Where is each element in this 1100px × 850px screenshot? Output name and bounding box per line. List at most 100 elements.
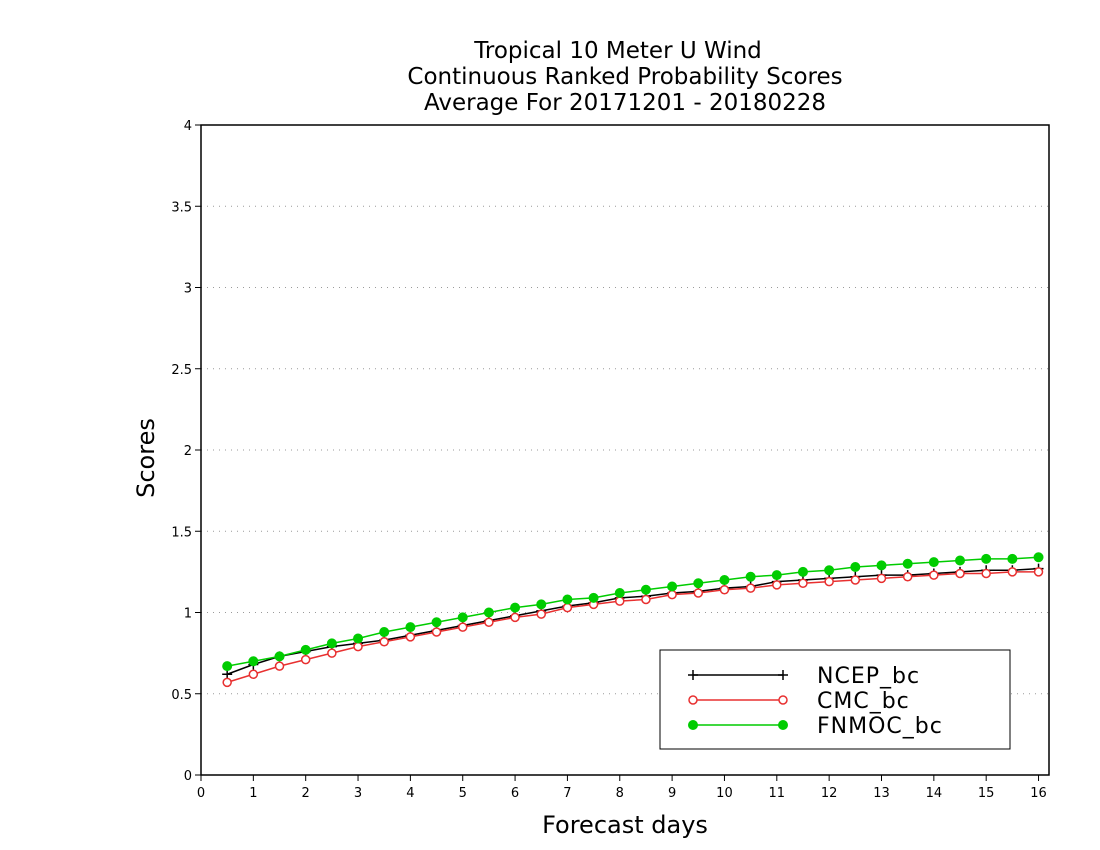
data-point-CMC_bc (667, 589, 677, 600)
data-point-CMC_bc (562, 602, 573, 613)
data-point-CMC_bc (536, 609, 546, 619)
x-tick-label: 5 (459, 786, 467, 801)
data-point-FNMOC_bc (797, 566, 808, 577)
plot-frame (200, 124, 1050, 776)
legend-label: FNMOC_bc (817, 714, 943, 739)
y-tick-label: 3.5 (171, 200, 192, 215)
y-tick-label: 1.5 (171, 525, 192, 540)
data-point-FNMOC_bc (536, 599, 547, 610)
legend-marker (688, 695, 698, 705)
x-tick-label: 9 (668, 786, 676, 801)
legend-entry-NCEP_bc: NCEP_bc (688, 664, 920, 689)
legend-entry-CMC_bc: CMC_bc (688, 689, 910, 714)
gridlines (201, 205, 1049, 695)
data-point-FNMOC_bc (274, 651, 285, 662)
data-point-FNMOC_bc (981, 553, 992, 564)
legend-label: CMC_bc (817, 689, 910, 714)
x-tick-label: 15 (978, 786, 995, 801)
legend-marker (688, 670, 698, 680)
data-point-FNMOC_bc (483, 607, 494, 618)
data-point-CMC_bc (379, 637, 389, 647)
data-point-CMC_bc (1007, 567, 1018, 577)
data-point-FNMOC_bc (431, 617, 442, 628)
data-point-FNMOC_bc (955, 555, 966, 566)
data-point-CMC_bc (615, 596, 625, 606)
data-point-FNMOC_bc (876, 560, 887, 571)
data-point-CMC_bc (902, 572, 913, 582)
legend-label: NCEP_bc (817, 664, 920, 689)
data-point-FNMOC_bc (667, 581, 678, 592)
y-tick-label: 0 (184, 769, 192, 784)
y-axis-label: Scores (132, 418, 160, 498)
data-point-FNMOC_bc (457, 612, 468, 623)
data-point-FNMOC_bc (824, 565, 835, 576)
data-point-CMC_bc (824, 576, 834, 587)
legend-marker (778, 695, 788, 705)
data-point-FNMOC_bc (640, 584, 651, 595)
data-point-CMC_bc (484, 617, 494, 627)
chart-title-line-3: Average For 20171201 - 20180228 (424, 90, 826, 116)
x-tick-label: 2 (302, 786, 310, 801)
data-point-CMC_bc (850, 575, 861, 585)
x-tick-label: 10 (716, 786, 733, 801)
data-point-FNMOC_bc (1033, 552, 1044, 563)
data-point-CMC_bc (876, 573, 887, 584)
y-tick-label: 0.5 (171, 688, 192, 703)
chart-title: Tropical 10 Meter U Wind Continuous Rank… (407, 38, 842, 116)
data-point-CMC_bc (222, 677, 232, 688)
data-point-CMC_bc (431, 627, 442, 637)
data-point-CMC_bc (719, 585, 730, 595)
data-point-CMC_bc (641, 594, 651, 605)
legend-entry-FNMOC_bc: FNMOC_bc (688, 714, 943, 739)
data-point-FNMOC_bc (379, 627, 390, 637)
data-point-CMC_bc (248, 669, 259, 679)
data-point-CMC_bc (693, 588, 704, 598)
data-point-CMC_bc (405, 632, 416, 642)
y-tick-label: 2 (184, 444, 192, 459)
legend-marker (778, 670, 788, 680)
x-tick-label: 7 (563, 786, 571, 801)
data-point-FNMOC_bc (300, 644, 311, 655)
data-point-CMC_bc (929, 570, 939, 580)
data-point-CMC_bc (457, 622, 468, 632)
x-tick-label: 1 (249, 786, 257, 801)
data-point-CMC_bc (1033, 567, 1044, 577)
series-layer (222, 552, 1044, 688)
axes: 00.511.522.533.540 1 2 3 4 5 6 7 8 9 10 11 12 13 14 15 1… (171, 119, 1050, 801)
x-tick-label: 13 (873, 786, 890, 801)
data-point-CMC_bc (300, 654, 311, 665)
data-point-FNMOC_bc (588, 592, 599, 603)
data-point-CMC_bc (353, 641, 363, 652)
data-point-FNMOC_bc (353, 633, 364, 644)
y-tick-label: 4 (184, 119, 192, 134)
x-tick-label: 6 (511, 786, 519, 801)
data-point-FNMOC_bc (928, 557, 939, 568)
data-point-FNMOC_bc (771, 570, 782, 581)
data-point-FNMOC_bc (693, 578, 704, 589)
data-point-CMC_bc (274, 661, 285, 671)
data-point-CMC_bc (772, 580, 782, 590)
y-tick-label: 3 (184, 282, 192, 297)
x-tick-label: 4 (406, 786, 414, 801)
data-point-FNMOC_bc (510, 602, 521, 613)
x-tick-label: 3 (354, 786, 362, 801)
chart-title-line-2: Continuous Ranked Probability Scores (407, 64, 842, 90)
data-point-FNMOC_bc (614, 588, 625, 598)
x-tick-label: 12 (821, 786, 838, 801)
data-point-FNMOC_bc (850, 562, 861, 572)
chart-title-line-1: Tropical 10 Meter U Wind (473, 38, 762, 64)
data-point-FNMOC_bc (902, 558, 913, 569)
x-tick-label: 8 (616, 786, 624, 801)
data-point-FNMOC_bc (719, 575, 730, 585)
data-point-CMC_bc (981, 568, 991, 579)
data-point-CMC_bc (327, 648, 337, 658)
legend-marker (688, 720, 698, 730)
y-tick-label: 2.5 (171, 363, 192, 378)
data-point-CMC_bc (955, 568, 965, 579)
series-CMC_bc (222, 567, 1044, 688)
data-point-CMC_bc (798, 578, 808, 588)
x-tick-label: 0 (197, 786, 205, 801)
x-tick-label: 14 (926, 786, 943, 801)
